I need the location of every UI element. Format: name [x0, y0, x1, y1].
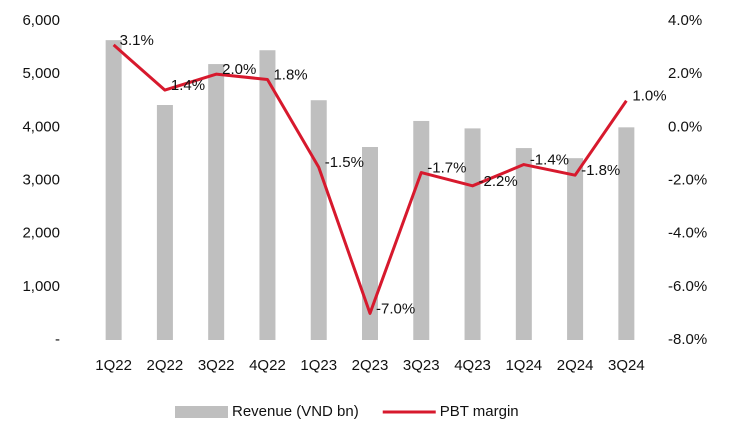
bar	[515, 148, 532, 340]
data-label: -2.2%	[479, 173, 518, 190]
y2-tick-label: 2.0%	[668, 65, 702, 82]
y-tick-label: 4,000	[22, 118, 60, 135]
data-label: -1.8%	[581, 162, 620, 179]
y2-tick-label: -4.0%	[668, 225, 707, 242]
data-label: 1.8%	[273, 66, 307, 83]
x-tick-label: 3Q23	[403, 357, 440, 374]
bar	[362, 147, 378, 340]
x-tick-label: 1Q24	[505, 357, 542, 374]
data-label: 1.0%	[632, 88, 666, 105]
y2-tick-label: 4.0%	[668, 12, 702, 29]
y2-tick-label: -2.0%	[668, 171, 707, 188]
bar	[464, 128, 481, 340]
y2-tick-label: -8.0%	[668, 331, 707, 348]
bar	[105, 40, 122, 340]
bar	[259, 50, 276, 340]
y2-tick-label: 0.0%	[668, 118, 702, 135]
line	[112, 43, 628, 315]
x-tick-label: 2Q23	[352, 357, 389, 374]
y-tick-label: -	[55, 331, 60, 348]
y2-tick-label: -6.0%	[668, 278, 707, 295]
data-label: -1.5%	[325, 154, 364, 171]
y-tick-label: 1,000	[22, 278, 60, 295]
data-label: -1.4%	[530, 152, 569, 169]
legend-swatch	[175, 406, 228, 418]
y-tick-label: 3,000	[22, 171, 60, 188]
bar	[567, 158, 584, 340]
x-tick-label: 1Q23	[300, 357, 337, 374]
data-label: 3.1%	[120, 32, 154, 49]
bar	[618, 127, 635, 340]
x-tick-label: 1Q22	[95, 357, 132, 374]
x-tick-label: 2Q22	[147, 357, 184, 374]
bar	[310, 100, 327, 341]
x-tick-label: 3Q24	[608, 357, 645, 374]
y-tick-label: 2,000	[22, 225, 60, 242]
data-label: 2.0%	[222, 61, 256, 78]
x-tick-label: 4Q22	[249, 357, 286, 374]
bar	[208, 64, 225, 340]
legend-label: Revenue (VND bn)	[232, 403, 359, 420]
x-tick-label: 2Q24	[557, 357, 594, 374]
data-label: -7.0%	[376, 300, 415, 317]
data-label: 1.4%	[171, 77, 205, 94]
data-label: -1.7%	[427, 159, 466, 176]
x-tick-label: 4Q23	[454, 357, 491, 374]
y-tick-label: 5,000	[22, 65, 60, 82]
x-tick-label: 3Q22	[198, 357, 235, 374]
legend-label: PBT margin	[440, 403, 519, 420]
y-tick-label: 6,000	[22, 12, 60, 29]
bar	[156, 105, 173, 341]
bar	[413, 120, 430, 340]
